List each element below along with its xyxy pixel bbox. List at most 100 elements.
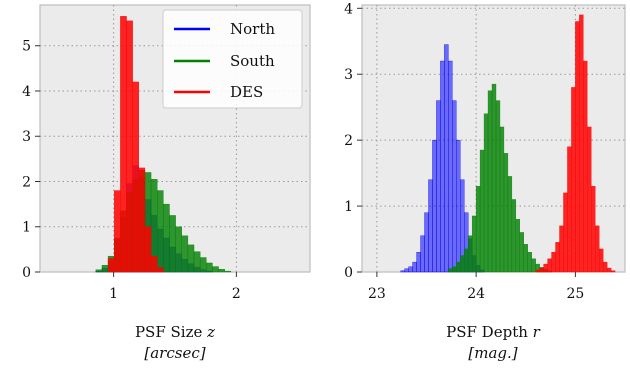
histogram-bar <box>424 212 429 273</box>
histogram-bar <box>507 176 513 273</box>
histogram-bar <box>571 87 576 273</box>
histogram-bar <box>206 262 213 273</box>
histogram-bar <box>408 266 413 273</box>
histogram-bar <box>193 251 201 273</box>
histogram-bar <box>169 215 176 273</box>
histogram-bar <box>539 267 544 273</box>
histogram-bar <box>551 252 556 273</box>
histogram-bar <box>567 146 572 273</box>
histogram-bar <box>495 100 501 273</box>
y-tick-labels: 0 1 2 3 4 <box>344 1 362 281</box>
histogram-bar <box>436 100 441 273</box>
histogram-bar <box>475 186 481 273</box>
histogram-bar <box>126 20 133 273</box>
x-axis-label: PSF Depth r <box>446 323 541 341</box>
histogram-bar <box>212 266 219 273</box>
histogram-bar <box>460 255 465 273</box>
x-tick-label: 23 <box>368 286 386 302</box>
histogram-bar <box>452 266 457 273</box>
y-tick-label: 4 <box>22 84 31 100</box>
histogram-bar <box>559 225 564 273</box>
histogram-bars <box>400 14 616 273</box>
histogram-bar <box>199 257 207 273</box>
histogram-bar <box>543 263 548 273</box>
y-tick-label: 2 <box>344 133 353 149</box>
histogram-bar <box>448 268 453 273</box>
x-axis-label: PSF Size z <box>135 323 215 341</box>
histogram-bar <box>479 149 485 273</box>
histogram-bar <box>181 235 189 273</box>
histogram-bar <box>224 270 232 273</box>
histogram-bar <box>428 179 433 273</box>
histogram-bar <box>535 269 540 273</box>
x-tick-label: 25 <box>566 286 584 302</box>
histogram-bar <box>150 255 158 273</box>
y-tick-label: 1 <box>22 220 31 236</box>
y-tick-label: 5 <box>22 39 31 55</box>
histogram-bar <box>547 258 552 273</box>
histogram-bar <box>555 242 560 273</box>
histogram-bar <box>531 258 536 273</box>
histogram-bar <box>132 81 139 273</box>
legend-frame <box>162 9 303 109</box>
y-tick-label: 1 <box>344 199 353 215</box>
legend-label-north: North <box>230 20 275 38</box>
histogram-bar <box>157 190 164 273</box>
histogram-bar <box>404 268 409 273</box>
histogram-bar <box>420 235 425 273</box>
histogram-bar <box>491 83 497 273</box>
y-tick-label: 0 <box>22 265 31 281</box>
x-tick-label: 24 <box>467 286 485 302</box>
series-des-bars <box>535 14 616 273</box>
y-tick-label: 0 <box>344 265 353 281</box>
histogram-bar <box>107 258 115 273</box>
histogram-bar <box>519 232 524 273</box>
histogram-bar <box>583 60 588 273</box>
histogram-bar <box>587 126 592 273</box>
histogram-bar <box>503 153 509 273</box>
histogram-bar <box>606 267 612 273</box>
series-south-bars <box>448 83 552 273</box>
histogram-bar <box>515 219 521 273</box>
histogram-bar <box>412 261 417 273</box>
histogram-bar <box>157 267 164 273</box>
histogram-bar <box>575 21 580 273</box>
x-tick-label: 2 <box>232 286 241 302</box>
histogram-bar <box>471 215 477 273</box>
y-tick-label: 3 <box>22 129 31 145</box>
histogram-bar <box>487 90 493 273</box>
histogram-bar <box>218 269 225 273</box>
histogram-bar <box>432 139 437 273</box>
histogram-bar <box>175 226 182 273</box>
series-des-bars <box>107 16 164 273</box>
histogram-bar <box>400 270 405 273</box>
histogram-bar <box>163 203 170 273</box>
histogram-bar <box>467 235 473 273</box>
x-axis-unit: [mag.] <box>468 344 517 362</box>
histogram-bar <box>511 199 517 273</box>
histogram-bar <box>483 113 489 273</box>
histogram-bar <box>95 269 103 273</box>
histogram-bar <box>602 261 608 273</box>
x-tick-label: 1 <box>109 286 118 302</box>
histogram-bar <box>527 252 532 273</box>
histogram-bar <box>456 139 461 273</box>
legend-label-south: South <box>230 52 275 70</box>
histogram-bar <box>114 190 121 273</box>
y-tick-label: 4 <box>344 1 353 17</box>
histogram-bars <box>95 16 232 273</box>
x-axis-unit: [arcsec] <box>144 344 205 362</box>
legend: North South DES <box>162 9 303 109</box>
histogram-bar <box>138 167 146 273</box>
histogram-bar <box>579 14 584 273</box>
histogram-bar <box>464 248 469 273</box>
histogram-bar <box>595 225 600 273</box>
histogram-bar <box>452 100 457 273</box>
y-tick-labels: 0 1 2 3 4 5 <box>22 39 40 281</box>
legend-label-des: DES <box>230 83 263 101</box>
histogram-bar <box>591 186 596 273</box>
